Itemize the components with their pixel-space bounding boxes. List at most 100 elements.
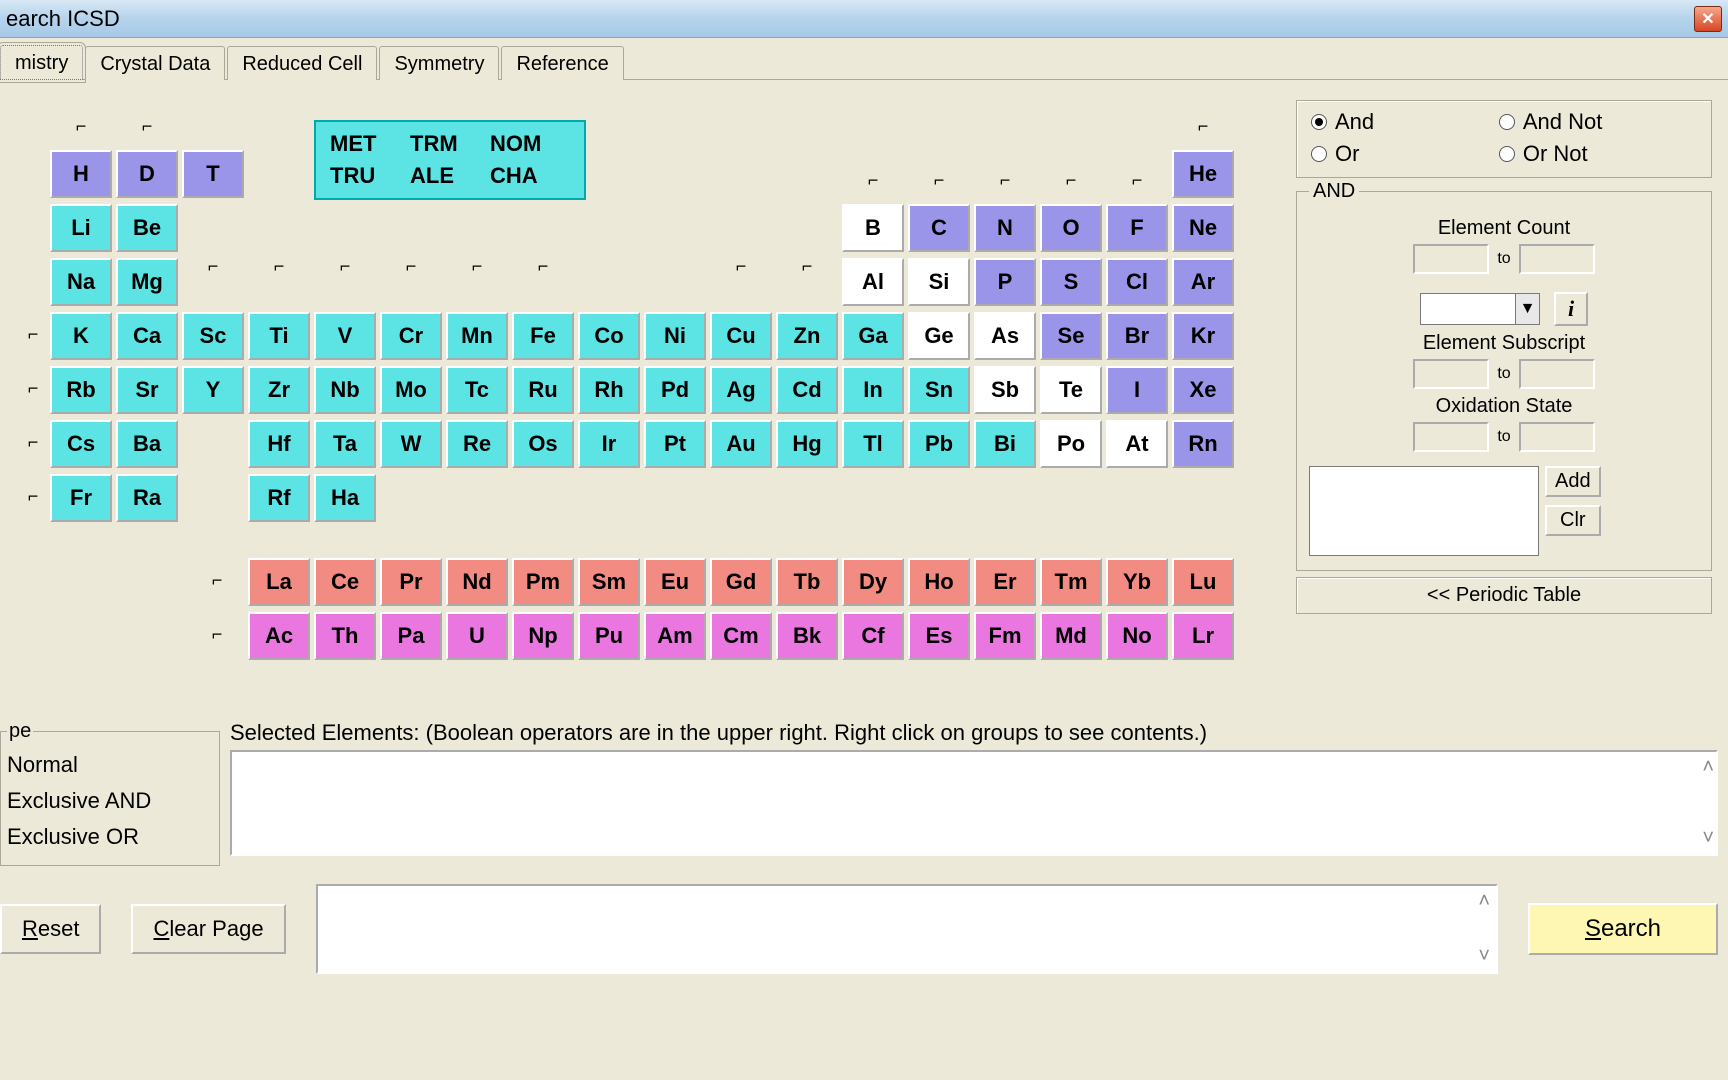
tab-crystal-data[interactable]: Crystal Data xyxy=(85,46,225,80)
element-lr[interactable]: Lr xyxy=(1172,612,1234,660)
element-lu[interactable]: Lu xyxy=(1172,558,1234,606)
element-ba[interactable]: Ba xyxy=(116,420,178,468)
group-marker[interactable]: ⌐ xyxy=(1194,116,1212,137)
element-w[interactable]: W xyxy=(380,420,442,468)
element-y[interactable]: Y xyxy=(182,366,244,414)
group-marker[interactable]: ⌐ xyxy=(1128,170,1146,191)
tab-mistry[interactable]: mistry xyxy=(0,45,83,80)
close-icon[interactable]: ✕ xyxy=(1694,6,1722,32)
element-pd[interactable]: Pd xyxy=(644,366,706,414)
group-marker[interactable]: ⌐ xyxy=(270,256,288,277)
element-tc[interactable]: Tc xyxy=(446,366,508,414)
element-es[interactable]: Es xyxy=(908,612,970,660)
element-c[interactable]: C xyxy=(908,204,970,252)
radio-and[interactable]: And xyxy=(1311,109,1469,135)
periodic-table-back[interactable]: << Periodic Table xyxy=(1296,577,1712,614)
element-at[interactable]: At xyxy=(1106,420,1168,468)
element-dy[interactable]: Dy xyxy=(842,558,904,606)
element-ti[interactable]: Ti xyxy=(248,312,310,360)
type-option[interactable]: Exclusive OR xyxy=(7,819,209,855)
element-ar[interactable]: Ar xyxy=(1172,258,1234,306)
element-ra[interactable]: Ra xyxy=(116,474,178,522)
element-os[interactable]: Os xyxy=(512,420,574,468)
group-marker[interactable]: ⌐ xyxy=(138,116,156,137)
element-sn[interactable]: Sn xyxy=(908,366,970,414)
element-xe[interactable]: Xe xyxy=(1172,366,1234,414)
element-gd[interactable]: Gd xyxy=(710,558,772,606)
element-pm[interactable]: Pm xyxy=(512,558,574,606)
element-hg[interactable]: Hg xyxy=(776,420,838,468)
group-marker[interactable]: ⌐ xyxy=(468,256,486,277)
element-hf[interactable]: Hf xyxy=(248,420,310,468)
element-pu[interactable]: Pu xyxy=(578,612,640,660)
element-count-from[interactable] xyxy=(1413,244,1489,274)
element-sr[interactable]: Sr xyxy=(116,366,178,414)
element-f[interactable]: F xyxy=(1106,204,1168,252)
element-ha[interactable]: Ha xyxy=(314,474,376,522)
element-ir[interactable]: Ir xyxy=(578,420,640,468)
group-marker[interactable]: ⌐ xyxy=(24,324,42,345)
element-na[interactable]: Na xyxy=(50,258,112,306)
element-no[interactable]: No xyxy=(1106,612,1168,660)
radio-or[interactable]: Or xyxy=(1311,141,1469,167)
element-cm[interactable]: Cm xyxy=(710,612,772,660)
element-groups-box[interactable]: METTRMNOMTRUALECHA xyxy=(314,120,586,200)
selected-elements-box[interactable]: ˄ ˅ xyxy=(230,750,1718,856)
clr-button[interactable]: Clr xyxy=(1545,505,1601,536)
element-zr[interactable]: Zr xyxy=(248,366,310,414)
element-k[interactable]: K xyxy=(50,312,112,360)
element-nb[interactable]: Nb xyxy=(314,366,376,414)
scroll-up-icon[interactable]: ˄ xyxy=(1478,890,1490,913)
element-ag[interactable]: Ag xyxy=(710,366,772,414)
element-ru[interactable]: Ru xyxy=(512,366,574,414)
group-marker[interactable]: ⌐ xyxy=(402,256,420,277)
element-md[interactable]: Md xyxy=(1040,612,1102,660)
element-mn[interactable]: Mn xyxy=(446,312,508,360)
scroll-up-icon[interactable]: ˄ xyxy=(1702,756,1714,779)
element-v[interactable]: V xyxy=(314,312,376,360)
element-bi[interactable]: Bi xyxy=(974,420,1036,468)
element-se[interactable]: Se xyxy=(1040,312,1102,360)
search-button[interactable]: Search xyxy=(1528,903,1718,955)
element-select[interactable]: ▼ xyxy=(1420,293,1540,325)
element-d[interactable]: D xyxy=(116,150,178,198)
element-o[interactable]: O xyxy=(1040,204,1102,252)
element-fe[interactable]: Fe xyxy=(512,312,574,360)
element-si[interactable]: Si xyxy=(908,258,970,306)
element-mo[interactable]: Mo xyxy=(380,366,442,414)
element-fm[interactable]: Fm xyxy=(974,612,1036,660)
element-al[interactable]: Al xyxy=(842,258,904,306)
group-marker[interactable]: ⌐ xyxy=(732,256,750,277)
group-marker[interactable]: ⌐ xyxy=(24,432,42,453)
oxidation-to[interactable] xyxy=(1519,422,1595,452)
element-as[interactable]: As xyxy=(974,312,1036,360)
element-cr[interactable]: Cr xyxy=(380,312,442,360)
element-pb[interactable]: Pb xyxy=(908,420,970,468)
element-yb[interactable]: Yb xyxy=(1106,558,1168,606)
info-button[interactable]: i xyxy=(1554,292,1588,326)
element-zn[interactable]: Zn xyxy=(776,312,838,360)
group-marker[interactable]: ⌐ xyxy=(208,624,226,645)
oxidation-from[interactable] xyxy=(1413,422,1489,452)
element-br[interactable]: Br xyxy=(1106,312,1168,360)
reset-button[interactable]: Reset xyxy=(0,904,101,954)
scroll-down-icon[interactable]: ˅ xyxy=(1478,945,1490,968)
element-eu[interactable]: Eu xyxy=(644,558,706,606)
group-marker[interactable]: ⌐ xyxy=(336,256,354,277)
element-th[interactable]: Th xyxy=(314,612,376,660)
element-pa[interactable]: Pa xyxy=(380,612,442,660)
element-s[interactable]: S xyxy=(1040,258,1102,306)
tab-symmetry[interactable]: Symmetry xyxy=(379,46,499,80)
subscript-to[interactable] xyxy=(1519,359,1595,389)
element-ca[interactable]: Ca xyxy=(116,312,178,360)
element-pt[interactable]: Pt xyxy=(644,420,706,468)
element-re[interactable]: Re xyxy=(446,420,508,468)
tab-reference[interactable]: Reference xyxy=(501,46,623,80)
element-li[interactable]: Li xyxy=(50,204,112,252)
element-bk[interactable]: Bk xyxy=(776,612,838,660)
tab-reduced-cell[interactable]: Reduced Cell xyxy=(227,46,377,80)
element-cu[interactable]: Cu xyxy=(710,312,772,360)
element-rn[interactable]: Rn xyxy=(1172,420,1234,468)
element-h[interactable]: H xyxy=(50,150,112,198)
element-ga[interactable]: Ga xyxy=(842,312,904,360)
